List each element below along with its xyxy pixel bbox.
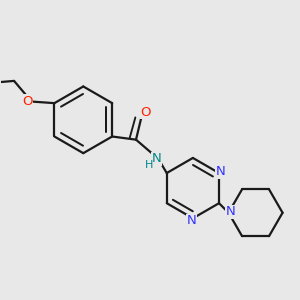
Text: N: N: [186, 214, 196, 227]
Text: O: O: [141, 106, 151, 118]
Text: N: N: [226, 205, 235, 218]
Text: H: H: [145, 160, 153, 170]
Text: N: N: [216, 165, 226, 178]
Text: O: O: [22, 95, 33, 108]
Text: N: N: [152, 152, 161, 165]
